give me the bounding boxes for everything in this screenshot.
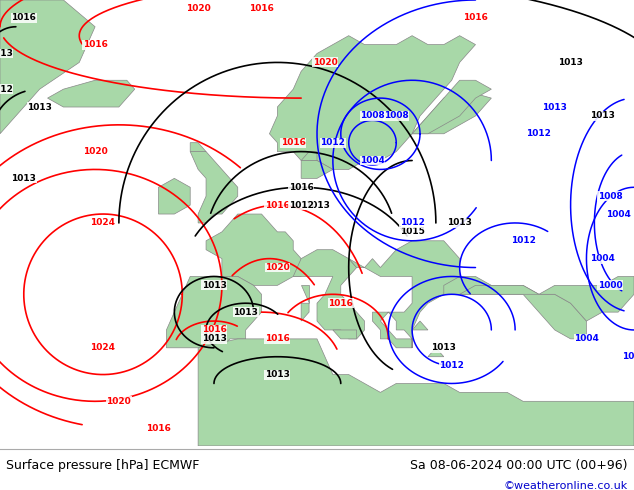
- Text: 1016: 1016: [11, 13, 36, 23]
- Polygon shape: [301, 161, 333, 178]
- Text: 1013: 1013: [202, 281, 226, 290]
- Text: 1016: 1016: [328, 299, 353, 308]
- Text: 1020: 1020: [313, 58, 337, 67]
- Polygon shape: [333, 330, 356, 339]
- Polygon shape: [269, 36, 476, 170]
- Polygon shape: [301, 285, 309, 303]
- Text: 1024: 1024: [91, 343, 115, 352]
- Text: 1020: 1020: [82, 147, 108, 156]
- Text: 1016: 1016: [202, 325, 226, 335]
- Text: 1004: 1004: [590, 254, 615, 263]
- Text: 1015: 1015: [399, 227, 425, 236]
- Polygon shape: [293, 250, 365, 339]
- Text: 1020: 1020: [265, 263, 290, 272]
- Text: 1013: 1013: [447, 219, 472, 227]
- Text: 1012: 1012: [510, 236, 536, 245]
- Polygon shape: [48, 80, 134, 107]
- Polygon shape: [158, 178, 190, 214]
- Text: 1016: 1016: [463, 13, 488, 23]
- Polygon shape: [428, 348, 444, 357]
- Text: 1016: 1016: [288, 183, 314, 192]
- Polygon shape: [444, 276, 586, 339]
- Text: 1004: 1004: [605, 210, 631, 219]
- Text: 1012: 1012: [288, 200, 314, 210]
- Polygon shape: [301, 151, 317, 161]
- Text: 1012: 1012: [0, 85, 13, 94]
- Polygon shape: [412, 89, 491, 134]
- Text: Surface pressure [hPa] ECMWF: Surface pressure [hPa] ECMWF: [6, 459, 200, 472]
- Text: 1013: 1013: [11, 174, 36, 183]
- Text: 1016: 1016: [281, 138, 306, 147]
- Text: 1024: 1024: [91, 219, 115, 227]
- Text: 1013: 1013: [431, 343, 456, 352]
- Polygon shape: [166, 276, 261, 348]
- Text: 1016: 1016: [249, 4, 274, 13]
- Polygon shape: [539, 276, 634, 321]
- Text: 1016: 1016: [265, 334, 290, 343]
- Text: 1004: 1004: [574, 334, 599, 343]
- Polygon shape: [198, 339, 634, 446]
- Polygon shape: [412, 321, 428, 330]
- Polygon shape: [206, 214, 301, 285]
- Text: Sa 08-06-2024 00:00 UTC (00+96): Sa 08-06-2024 00:00 UTC (00+96): [410, 459, 628, 472]
- Text: 1013: 1013: [0, 49, 13, 58]
- Text: 1008: 1008: [621, 352, 634, 361]
- Text: 1012: 1012: [399, 219, 425, 227]
- Text: 1013: 1013: [265, 370, 290, 379]
- Text: 1016: 1016: [265, 200, 290, 210]
- Polygon shape: [460, 285, 539, 294]
- Text: 1013: 1013: [202, 334, 226, 343]
- Polygon shape: [412, 80, 491, 134]
- Text: 1004: 1004: [360, 156, 385, 165]
- Text: 1013: 1013: [542, 102, 567, 112]
- Text: 1013: 1013: [304, 200, 330, 210]
- Text: ©weatheronline.co.uk: ©weatheronline.co.uk: [503, 481, 628, 490]
- Text: 1000: 1000: [598, 281, 623, 290]
- Polygon shape: [301, 303, 309, 321]
- Polygon shape: [190, 151, 238, 223]
- Text: 1008: 1008: [598, 192, 623, 201]
- Text: 1013: 1013: [27, 102, 52, 112]
- Text: 1012: 1012: [320, 138, 346, 147]
- Text: 1016: 1016: [146, 423, 171, 433]
- Text: 1013: 1013: [590, 111, 615, 121]
- Polygon shape: [0, 0, 95, 134]
- Text: 1012: 1012: [439, 361, 464, 370]
- Text: 1013: 1013: [558, 58, 583, 67]
- Text: 1016: 1016: [82, 40, 108, 49]
- Polygon shape: [349, 241, 460, 348]
- Polygon shape: [190, 143, 206, 151]
- Text: 1008: 1008: [384, 111, 409, 121]
- Text: 1020: 1020: [107, 397, 131, 406]
- Text: 1020: 1020: [186, 4, 210, 13]
- Text: 1013: 1013: [233, 308, 258, 317]
- Text: 1012: 1012: [526, 129, 552, 138]
- Text: 1008: 1008: [360, 111, 385, 121]
